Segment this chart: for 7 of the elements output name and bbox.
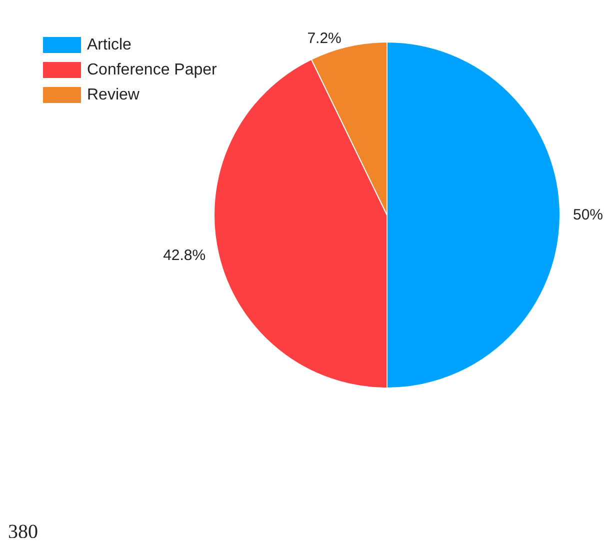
text: 380 <box>8 521 38 542</box>
data-label: 7.2% <box>307 30 342 48</box>
legend-label: Review <box>87 86 140 104</box>
legend-label: Article <box>87 36 132 54</box>
legend-label: Conference Paper <box>87 62 218 78</box>
data-label: 42.8% <box>163 247 206 264</box>
data-label: 50% <box>573 206 604 224</box>
